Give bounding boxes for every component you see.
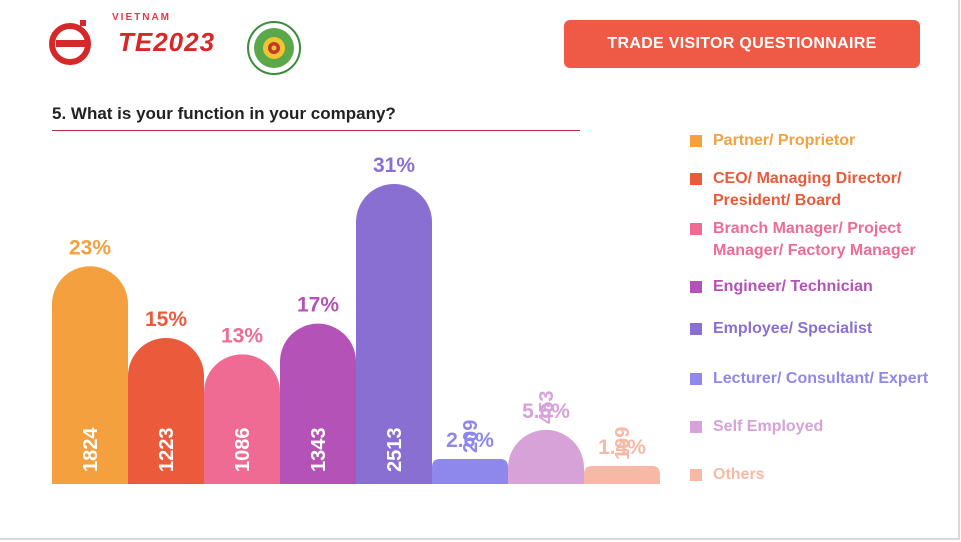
legend-swatch xyxy=(690,173,702,185)
legend-item: Partner/ Proprietor xyxy=(690,130,943,152)
bar xyxy=(52,266,128,484)
legend-item: Engineer/ Technician xyxy=(690,276,943,298)
legend-item: Employee/ Specialist xyxy=(690,318,943,340)
vietnam-ete-logo: VIETNAM TE2023 xyxy=(46,12,216,72)
bar xyxy=(128,337,204,484)
value-label: 1343 xyxy=(308,428,330,473)
value-label: 453 xyxy=(536,391,558,424)
bar-group-1: 15% 1223 xyxy=(128,308,204,484)
logo-country-text: VIETNAM xyxy=(112,12,171,23)
bar xyxy=(280,323,356,484)
legend-label: Engineer/ Technician xyxy=(713,278,873,295)
legend-label: CEO/ Managing Director/ President/ Board xyxy=(713,170,902,209)
legend-swatch xyxy=(690,135,702,147)
logo-event-text: TE2023 xyxy=(118,27,216,57)
value-label: 1223 xyxy=(156,428,178,473)
legend-swatch xyxy=(690,281,702,293)
question-underline xyxy=(52,130,580,131)
legend-swatch xyxy=(690,469,702,481)
value-label: 2513 xyxy=(384,428,406,473)
legend-swatch xyxy=(690,223,702,235)
bar xyxy=(356,184,432,484)
percent-label: 23% xyxy=(69,236,111,259)
legend-swatch xyxy=(690,323,702,335)
percent-label: 15% xyxy=(145,308,187,331)
legend-label: Partner/ Proprietor xyxy=(713,132,856,149)
legend-label: Lecturer/ Consultant/ Expert xyxy=(713,370,929,387)
bar xyxy=(432,459,508,484)
bar xyxy=(584,466,660,484)
percent-label: 1.4% xyxy=(598,436,646,459)
legend-label: Self Employed xyxy=(713,418,824,435)
percent-label: 13% xyxy=(221,324,263,347)
value-label: 109 xyxy=(612,427,634,460)
legend-label: Branch Manager/ Project Manager/ Factory… xyxy=(713,220,916,259)
percent-label: 31% xyxy=(373,154,415,177)
trade-visitor-questionnaire-button[interactable]: TRADE VISITOR QUESTIONNAIRE xyxy=(564,20,920,68)
bar-group-6: 5.6%453 xyxy=(508,391,584,484)
percent-label: 17% xyxy=(297,294,339,317)
legend-swatch xyxy=(690,421,702,433)
value-label: 1086 xyxy=(232,428,254,473)
bar-group-4: 31% 2513 xyxy=(356,154,432,484)
percent-label: 2.6% xyxy=(446,429,494,452)
legend-item: Branch Manager/ Project Manager/ Factory… xyxy=(690,218,943,262)
legend-item: Lecturer/ Consultant/ Expert xyxy=(690,368,943,390)
question-title: 5. What is your function in your company… xyxy=(52,104,396,123)
organization-seal-icon xyxy=(247,21,301,75)
legend-item: Self Employed xyxy=(690,416,943,438)
bar-group-2: 13% 1086 xyxy=(204,324,280,484)
value-label: 1824 xyxy=(80,427,102,472)
bar-group-5: 2.6%209 xyxy=(432,420,508,484)
bar-group-0: 23% 1824 xyxy=(52,236,128,484)
value-label: 209 xyxy=(460,420,482,453)
bar-group-3: 17% 1343 xyxy=(280,294,356,484)
bar xyxy=(204,354,280,484)
percent-label: 5.6% xyxy=(522,400,570,423)
legend-item: Others xyxy=(690,464,943,486)
legend-label: Employee/ Specialist xyxy=(713,320,873,337)
ete-emblem-icon xyxy=(49,20,91,65)
legend-item: CEO/ Managing Director/ President/ Board xyxy=(690,168,943,212)
legend-label: Others xyxy=(713,466,765,483)
legend-swatch xyxy=(690,373,702,385)
bar xyxy=(508,429,584,484)
bar-group-7: 1.4%109 xyxy=(584,427,660,484)
